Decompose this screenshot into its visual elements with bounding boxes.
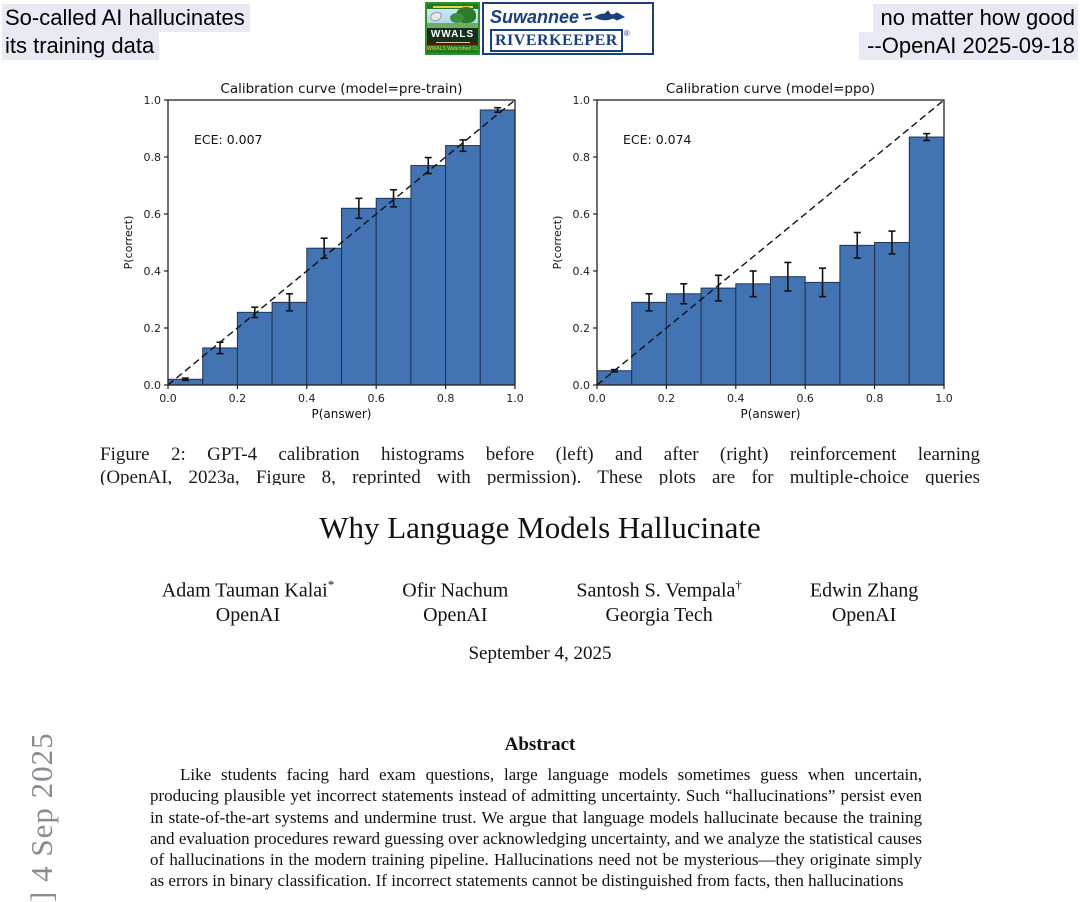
- svg-text:0.8: 0.8: [866, 392, 884, 405]
- author-list: Adam Tauman Kalai* OpenAI Ofir Nachum Op…: [0, 573, 1080, 627]
- water-icon: [427, 22, 478, 28]
- svg-text:0.6: 0.6: [144, 208, 162, 221]
- registered-trademark-icon: ®: [623, 28, 630, 38]
- svg-text:0.6: 0.6: [796, 392, 814, 405]
- tree-icon: [450, 13, 464, 24]
- author-marker: *: [327, 577, 335, 592]
- author-name: Edwin Zhang: [809, 579, 919, 602]
- author-block: Adam Tauman Kalai* OpenAI: [162, 573, 334, 627]
- calibration-chart-ppo: 0.0 0.2 0.4 0.6 0.8 1.0 0.0 0.2 0.4 0.6 0.8 1.0 Cali…: [551, 81, 953, 421]
- author-affiliation: OpenAI: [831, 603, 897, 626]
- svg-text:P(answer): P(answer): [312, 407, 372, 421]
- suwannee-text: Suwannee: [490, 6, 580, 27]
- arxiv-date-sidebar: ] 4 Sep 2025: [24, 732, 59, 902]
- figure-caption-line1: Figure 2: GPT-4 calibration histograms b…: [100, 444, 980, 465]
- banner-right-line2: --OpenAI 2025-09-18: [859, 32, 1078, 60]
- wwals-coalition-text: WWALS Watershed Coalition: [427, 45, 479, 53]
- author-block: Edwin Zhang OpenAI: [810, 573, 918, 627]
- suwannee-riverkeeper-logo: WWALS WWALS Watershed Coalition Suwannee…: [425, 2, 654, 55]
- wwals-logo: WWALS WWALS Watershed Coalition: [425, 2, 480, 55]
- svg-text:0.8: 0.8: [573, 151, 591, 164]
- abstract-heading: Abstract: [504, 734, 576, 755]
- wwals-sub-band: [427, 40, 478, 46]
- svg-text:0.6: 0.6: [573, 208, 591, 221]
- svg-text:P(correct): P(correct): [551, 216, 564, 270]
- abstract-text: Like students facing hard exam questions…: [150, 765, 922, 891]
- svg-text:ECE: 0.074: ECE: 0.074: [623, 132, 692, 147]
- author-affiliation: OpenAI: [215, 603, 281, 626]
- riverkeeper-text: RIVERKEEPER: [490, 28, 623, 52]
- svg-text:Calibration curve (model=pre-t: Calibration curve (model=pre-train): [220, 81, 462, 97]
- author-name: Santosh S. Vempala: [576, 579, 736, 602]
- banner-quote-left: So-called AI hallucinates its training d…: [2, 4, 250, 60]
- svg-text:ECE: 0.007: ECE: 0.007: [194, 132, 263, 147]
- svg-text:0.0: 0.0: [588, 392, 606, 405]
- svg-text:0.0: 0.0: [144, 379, 162, 392]
- page-title: Why Language Models Hallucinate: [319, 510, 761, 545]
- author-name: Adam Tauman Kalai: [161, 579, 328, 602]
- svg-text:0.2: 0.2: [573, 322, 591, 335]
- author-marker: †: [735, 577, 742, 592]
- calibration-chart-pretrain: 0.0 0.2 0.4 0.6 0.8 1.0 0.0 0.2 0.4 0.6 0.8 1.0 Cali…: [122, 81, 524, 421]
- author-affiliation: OpenAI: [423, 603, 488, 626]
- banner-left-line1: So-called AI hallucinates: [2, 4, 250, 32]
- svg-text:0.6: 0.6: [367, 392, 385, 405]
- banner-right-line1: no matter how good: [872, 4, 1078, 32]
- svg-text:0.0: 0.0: [159, 392, 177, 405]
- wwals-top-band: [427, 4, 478, 10]
- author-affiliation: Georgia Tech: [605, 603, 713, 626]
- banner-left-line2: its training data: [2, 32, 160, 60]
- wwals-scene: [427, 7, 478, 28]
- figure-caption: Figure 2: GPT-4 calibration histograms b…: [100, 443, 980, 485]
- svg-text:0.0: 0.0: [573, 379, 591, 392]
- riverkeeper-wordmark: Suwannee RIVERKEEPER ®: [482, 2, 654, 55]
- svg-text:0.4: 0.4: [727, 392, 745, 405]
- svg-text:1.0: 1.0: [506, 392, 524, 405]
- svg-text:1.0: 1.0: [935, 392, 953, 405]
- svg-text:0.4: 0.4: [573, 265, 591, 278]
- svg-text:Calibration curve (model=ppo): Calibration curve (model=ppo): [666, 81, 875, 97]
- author-block: Santosh S. Vempala† Georgia Tech: [576, 573, 742, 627]
- figure-caption-line2: (OpenAI, 2023a, Figure 8, reprinted with…: [100, 467, 980, 485]
- banner-quote-right: no matter how good --OpenAI 2025-09-18: [859, 4, 1078, 60]
- butterfly-icon: [428, 10, 444, 23]
- svg-text:P(answer): P(answer): [741, 407, 801, 421]
- svg-text:0.2: 0.2: [144, 322, 162, 335]
- svg-text:0.4: 0.4: [298, 392, 316, 405]
- svg-text:0.2: 0.2: [658, 392, 676, 405]
- sturgeon-fish-icon: [583, 10, 626, 21]
- author-name: Ofir Nachum: [402, 579, 509, 602]
- paper-date: September 4, 2025: [468, 643, 612, 664]
- svg-text:1.0: 1.0: [573, 94, 591, 107]
- svg-text:1.0: 1.0: [144, 94, 162, 107]
- svg-text:0.4: 0.4: [144, 265, 162, 278]
- svg-text:0.2: 0.2: [229, 392, 247, 405]
- svg-text:P(correct): P(correct): [122, 216, 135, 270]
- wwals-name: WWALS: [427, 27, 478, 41]
- author-block: Ofir Nachum OpenAI: [402, 573, 508, 627]
- svg-text:0.8: 0.8: [144, 151, 162, 164]
- svg-text:0.8: 0.8: [437, 392, 455, 405]
